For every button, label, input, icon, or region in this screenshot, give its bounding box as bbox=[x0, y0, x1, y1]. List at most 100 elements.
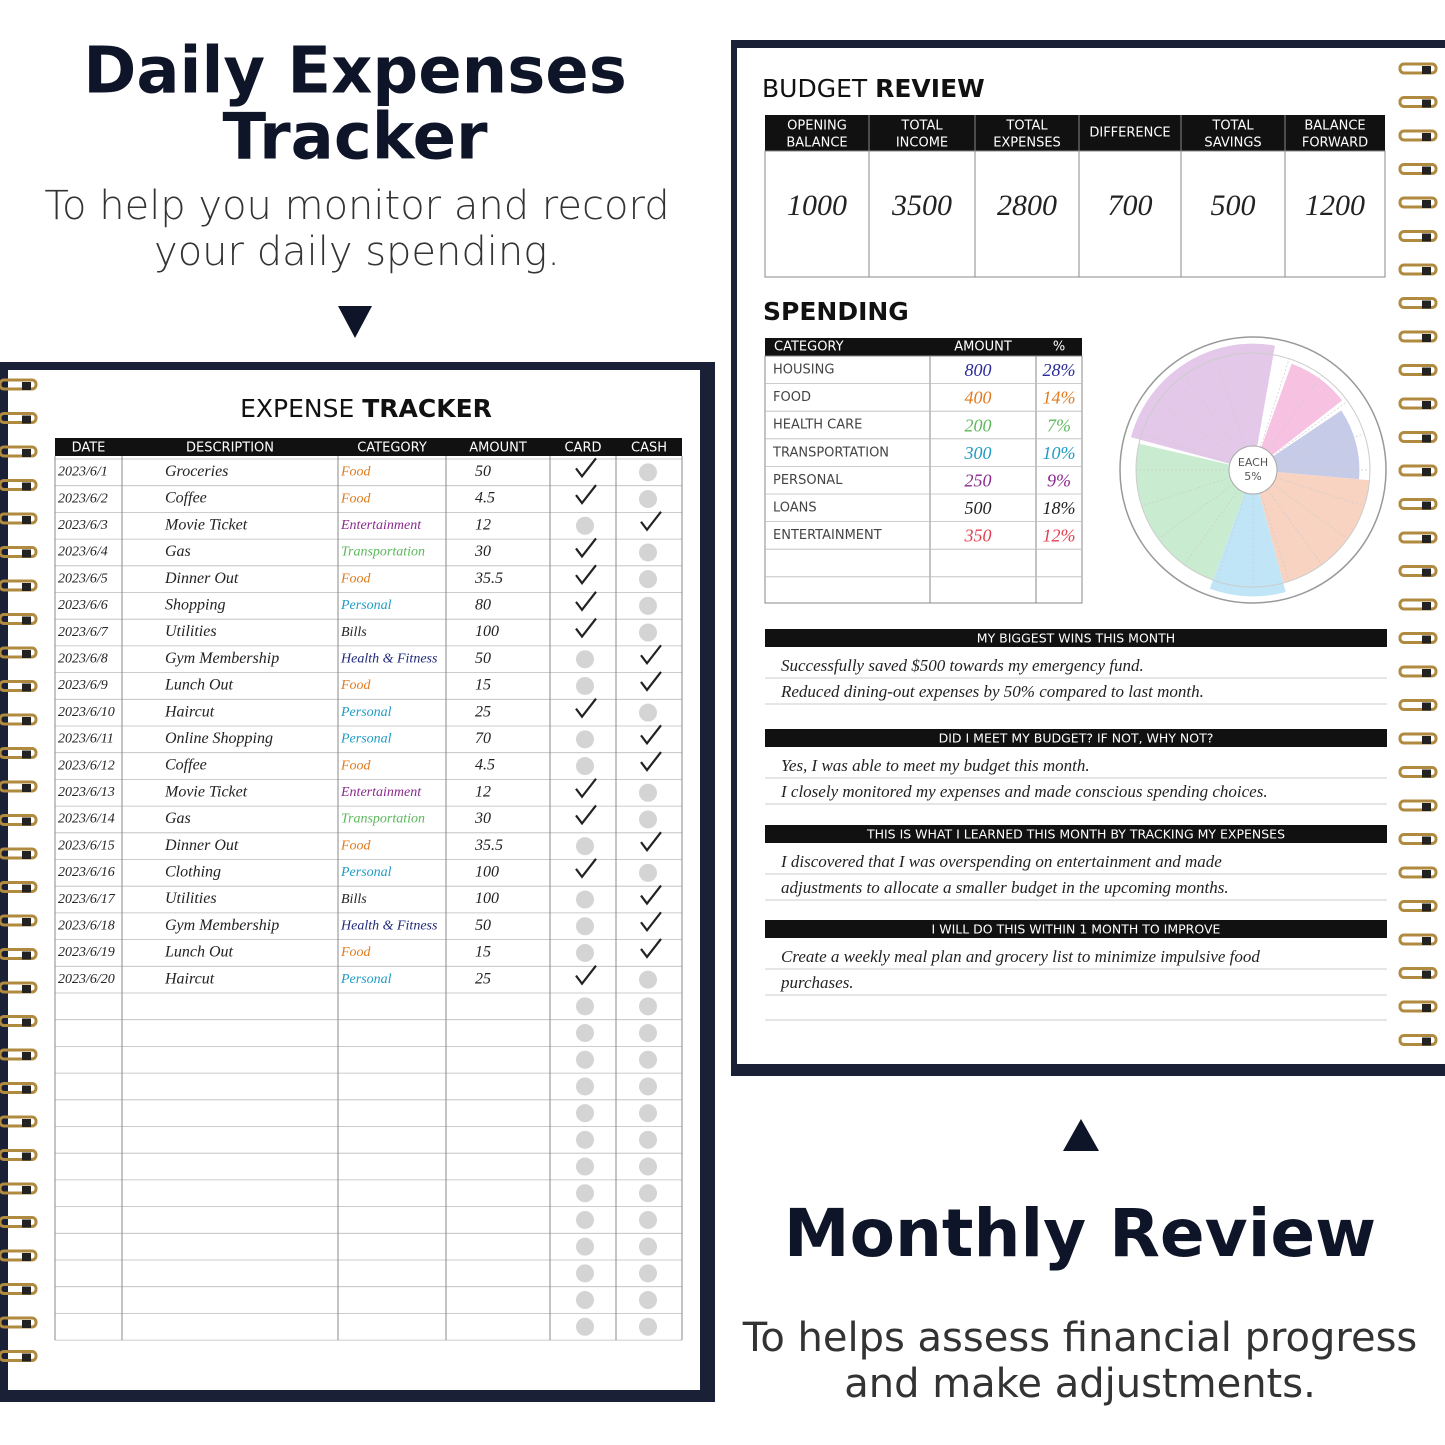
right-spiral-ring bbox=[1398, 263, 1438, 276]
category: Food bbox=[340, 945, 372, 960]
checkmark bbox=[575, 858, 597, 879]
section-heading: I WILL DO THIS WITHIN 1 MONTH TO IMPROVE bbox=[932, 922, 1221, 937]
amount: 30 bbox=[474, 810, 491, 827]
empty-circle bbox=[576, 516, 594, 535]
tracker-column-header: DATE bbox=[72, 441, 106, 456]
description: Online Shopping bbox=[165, 730, 273, 747]
subheadline: To help you monitor and record bbox=[44, 183, 669, 229]
pie-center-label: EACH bbox=[1238, 456, 1268, 469]
empty-circle bbox=[639, 1264, 657, 1283]
right-spiral-ring bbox=[1398, 330, 1438, 343]
left-spiral-ring bbox=[0, 881, 38, 893]
right-spiral-ring bbox=[1398, 129, 1438, 142]
summary-column-header: FORWARD bbox=[1302, 136, 1368, 151]
description: Shopping bbox=[165, 597, 225, 614]
right-spiral-ring-hole bbox=[1422, 367, 1431, 376]
empty-circle bbox=[639, 1157, 657, 1176]
right-spiral-ring-hole bbox=[1422, 903, 1431, 912]
right-spiral-ring bbox=[1398, 1034, 1438, 1046]
description: Utilities bbox=[165, 890, 217, 907]
summary-value: 1200 bbox=[1305, 189, 1365, 222]
description: Lunch Out bbox=[164, 677, 234, 694]
checkmark bbox=[575, 591, 597, 612]
left-spiral-ring bbox=[0, 1350, 38, 1362]
checkmark bbox=[575, 484, 597, 505]
pie-spoke bbox=[1216, 358, 1254, 471]
tracker-title: EXPENSE TRACKER bbox=[240, 394, 492, 423]
right-spiral-ring bbox=[1398, 866, 1438, 879]
right-spiral-ring bbox=[1398, 799, 1438, 812]
left-spiral-ring bbox=[0, 378, 38, 391]
left-spiral-ring-hole bbox=[22, 884, 31, 893]
spending-percent: 12% bbox=[1043, 526, 1076, 546]
left-spiral-ring-hole bbox=[22, 616, 31, 625]
right-spiral-ring-hole bbox=[1422, 133, 1431, 141]
amount: 15 bbox=[475, 677, 491, 694]
summary-header bbox=[765, 115, 1385, 151]
amount: 100 bbox=[475, 864, 499, 881]
category: Personal bbox=[340, 732, 392, 747]
description: Movie Ticket bbox=[164, 516, 248, 533]
left-spiral-ring bbox=[0, 914, 38, 927]
left-spiral-ring-hole bbox=[22, 1152, 31, 1161]
description: Gym Membership bbox=[165, 650, 279, 667]
section-text: I closely monitored my expenses and made… bbox=[780, 782, 1268, 801]
date: 2023/6/9 bbox=[58, 678, 108, 693]
checkmark bbox=[640, 724, 662, 746]
section-text: Create a weekly meal plan and grocery li… bbox=[781, 947, 1260, 966]
category: Food bbox=[340, 758, 372, 773]
right-spiral-ring-hole bbox=[1422, 434, 1431, 443]
amount: 100 bbox=[475, 623, 499, 640]
category: Entertainment bbox=[340, 518, 422, 533]
empty-circle bbox=[576, 997, 594, 1016]
amount: 25 bbox=[475, 970, 491, 987]
summary-column-header: BALANCE bbox=[1304, 119, 1365, 134]
spending-column-header: AMOUNT bbox=[954, 340, 1012, 355]
right-spiral-ring bbox=[1398, 833, 1438, 845]
tracker-column-header: CARD bbox=[564, 441, 601, 456]
right-spiral-ring-hole bbox=[1422, 803, 1431, 811]
left-spiral-ring-hole bbox=[22, 415, 31, 424]
spending-percent: 18% bbox=[1043, 498, 1076, 518]
left-spiral-ring-hole bbox=[22, 482, 31, 491]
amount: 50 bbox=[475, 650, 491, 667]
section-header bbox=[765, 729, 1387, 747]
date: 2023/6/16 bbox=[58, 865, 115, 880]
pie-spoke bbox=[1141, 433, 1254, 471]
left-spiral-ring bbox=[0, 747, 38, 759]
left-spiral-ring-hole bbox=[22, 951, 31, 960]
category: Transportation bbox=[341, 545, 425, 560]
left-spiral-ring bbox=[0, 780, 38, 793]
checkmark bbox=[640, 938, 662, 959]
summary-column-header: TOTAL bbox=[900, 119, 943, 134]
right-spiral-ring bbox=[1398, 766, 1438, 778]
pie-wedge bbox=[1130, 343, 1275, 470]
right-spiral-ring bbox=[1398, 397, 1438, 410]
amount: 80 bbox=[475, 597, 491, 614]
checkmark bbox=[575, 964, 597, 986]
right-spiral-ring bbox=[1398, 364, 1438, 376]
right-spiral-ring bbox=[1398, 62, 1438, 75]
left-spiral-ring-hole bbox=[22, 382, 31, 390]
empty-circle bbox=[639, 1317, 657, 1336]
category: Personal bbox=[340, 705, 392, 720]
left-spiral-ring-hole bbox=[22, 583, 31, 591]
amount: 25 bbox=[475, 703, 491, 720]
category: Transportation bbox=[341, 812, 425, 827]
category: Bills bbox=[341, 625, 367, 640]
right-spiral-ring-hole bbox=[1422, 501, 1431, 510]
empty-circle bbox=[639, 463, 657, 482]
description: Lunch Out bbox=[164, 944, 234, 961]
empty-circle bbox=[639, 490, 657, 509]
checkmark bbox=[640, 671, 662, 692]
right-spiral-ring bbox=[1398, 699, 1438, 711]
date: 2023/6/13 bbox=[58, 785, 115, 800]
date: 2023/6/20 bbox=[58, 972, 115, 987]
empty-circle bbox=[639, 1077, 657, 1096]
spending-amount: 250 bbox=[965, 471, 992, 491]
right-spiral-ring-hole bbox=[1422, 200, 1431, 208]
category: Food bbox=[340, 465, 372, 480]
empty-circle bbox=[639, 596, 657, 615]
